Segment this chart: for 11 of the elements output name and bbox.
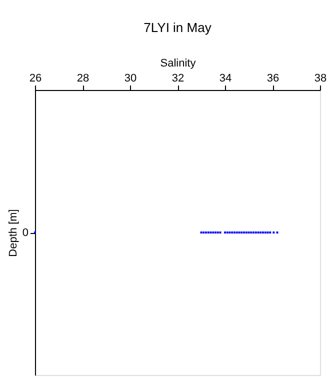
x-tick-label: 34: [219, 72, 232, 84]
x-tick-label: 36: [266, 72, 280, 84]
x-tick-label: 32: [172, 72, 184, 84]
y-axis-title: Depth [m]: [7, 209, 20, 257]
y-tick-label: 0: [22, 227, 28, 239]
chart-title: 7LYI in May: [144, 20, 212, 35]
x-tick-label: 26: [29, 72, 42, 84]
x-axis-title: Salinity: [160, 58, 196, 70]
x-tick-label: 28: [76, 72, 90, 84]
x-tick-label: 30: [124, 72, 137, 84]
x-tick-label: 38: [314, 72, 327, 84]
